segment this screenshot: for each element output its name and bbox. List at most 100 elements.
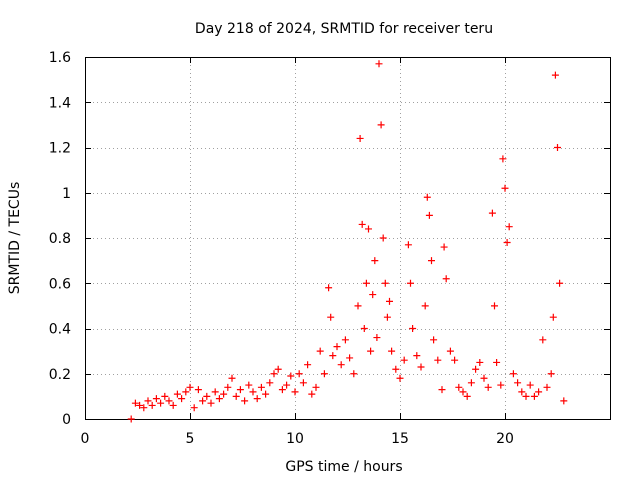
y-tick-label: 1.2 — [49, 141, 71, 157]
y-tick-label: 0.8 — [49, 231, 71, 247]
data-point — [278, 386, 286, 394]
data-point — [232, 392, 240, 400]
data-point — [467, 379, 475, 387]
data-point — [438, 386, 446, 394]
data-point — [308, 390, 316, 398]
data-point — [194, 386, 202, 394]
data-point — [199, 397, 207, 405]
data-point — [253, 395, 261, 403]
data-point — [182, 388, 190, 396]
data-point — [442, 275, 450, 283]
axis-ticks: 0 5 10 15 20 0 0.2 0.4 0.6 0.8 1 1.2 1.4 1.6 — [49, 50, 610, 447]
data-point — [358, 220, 366, 228]
data-point — [287, 372, 295, 380]
data-point — [554, 144, 561, 151]
data-point — [144, 397, 152, 405]
data-point — [377, 121, 385, 129]
data-point — [434, 356, 442, 364]
data-point — [131, 399, 139, 407]
data-point — [388, 347, 396, 355]
grid-lines — [85, 57, 610, 419]
x-tick-label: 20 — [496, 431, 514, 447]
data-point — [463, 392, 471, 400]
data-point — [526, 381, 534, 389]
data-point — [488, 209, 496, 217]
data-point — [446, 347, 454, 355]
data-point — [211, 388, 219, 396]
data-point — [425, 211, 433, 219]
data-point — [161, 392, 169, 400]
data-point — [148, 401, 156, 409]
data-point — [333, 343, 341, 351]
y-tick-label: 1.4 — [49, 95, 71, 111]
data-point — [157, 399, 165, 407]
data-point — [356, 134, 364, 142]
data-point — [365, 225, 372, 233]
data-point — [539, 336, 547, 344]
data-point — [518, 388, 526, 396]
data-point — [169, 401, 177, 409]
data-point — [152, 395, 160, 403]
data-point — [551, 71, 559, 79]
data-point — [186, 383, 194, 391]
data-point — [283, 381, 291, 389]
data-point — [497, 381, 505, 389]
y-tick-label: 0.2 — [49, 367, 71, 383]
data-point — [312, 383, 320, 391]
data-point — [341, 336, 349, 344]
data-point — [493, 358, 501, 366]
data-point — [236, 386, 244, 394]
data-point — [413, 352, 421, 360]
data-point — [325, 284, 333, 292]
data-point — [270, 370, 278, 378]
data-point — [173, 390, 181, 398]
data-point — [295, 370, 303, 378]
y-tick-label: 1.6 — [49, 50, 71, 66]
x-tick-label: 0 — [81, 431, 90, 447]
data-point — [354, 302, 362, 310]
data-point — [207, 399, 215, 407]
data-point — [428, 257, 435, 265]
data-point — [383, 313, 391, 321]
data-point — [509, 370, 517, 378]
data-point — [299, 379, 307, 387]
data-point — [514, 379, 522, 387]
data-points — [127, 60, 568, 423]
data-point — [543, 383, 551, 391]
data-point — [190, 404, 198, 412]
data-point — [140, 404, 148, 412]
data-point — [549, 313, 557, 321]
data-point — [329, 352, 337, 360]
data-point — [476, 358, 484, 366]
data-point — [392, 365, 400, 373]
data-point — [327, 313, 335, 321]
data-point — [249, 388, 257, 396]
data-point — [503, 239, 511, 247]
data-point — [203, 392, 211, 400]
data-point — [362, 279, 370, 287]
data-point — [530, 392, 538, 400]
data-point — [178, 395, 186, 403]
y-tick-label: 1 — [62, 186, 71, 202]
data-point — [535, 388, 543, 396]
data-point — [369, 291, 377, 299]
data-point — [367, 347, 375, 355]
data-point — [556, 279, 564, 287]
data-point — [266, 379, 274, 387]
data-point — [136, 401, 144, 409]
data-point — [360, 325, 368, 332]
data-point — [346, 354, 354, 362]
data-point — [245, 381, 253, 389]
data-point — [501, 184, 509, 192]
data-point — [484, 383, 492, 391]
data-point — [547, 370, 555, 378]
data-point — [417, 363, 425, 371]
x-tick-label: 15 — [391, 431, 409, 447]
chart-title: Day 218 of 2024, SRMTID for receiver ter… — [195, 21, 493, 37]
data-point — [404, 241, 412, 249]
data-point — [560, 397, 568, 405]
data-point — [215, 395, 223, 403]
data-point — [379, 234, 387, 242]
data-point — [386, 297, 393, 305]
